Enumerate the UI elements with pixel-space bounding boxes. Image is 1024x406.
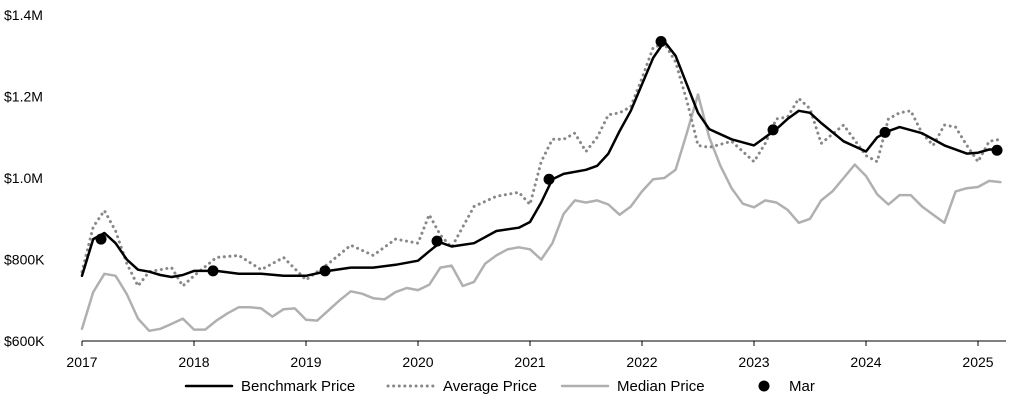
y-tick-label: $800K [4,252,45,268]
y-tick-label: $1.2M [4,89,43,105]
march-marker-point [991,144,1003,156]
march-marker-point [95,233,107,245]
x-tick-label: 2023 [738,354,769,370]
march-marker-point [207,265,219,277]
legend-label-average-price: Average Price [443,378,537,395]
march-marker-point [543,173,555,185]
march-marker-point [655,35,667,47]
axes: 2017 2018 2019 2020 2021 2022 2023 2024 2025 $600… [4,7,1006,370]
median-price-line [80,93,1002,333]
legend-label-benchmark-price: Benchmark Price [241,378,355,395]
x-tick-label: 2022 [626,354,657,370]
x-tick-label: 2019 [290,354,321,370]
legend-label-median-price: Median Price [617,378,705,395]
x-tick-label: 2020 [402,354,433,370]
x-tick-label: 2025 [962,354,993,370]
x-tick-label: 2021 [514,354,545,370]
plot-lines [80,40,1002,333]
y-tick-label: $600K [4,333,45,349]
legend-swatch-mar [758,380,770,392]
average-price-line [80,42,1002,288]
march-marker-point [319,265,331,277]
x-tick-label: 2024 [850,354,881,370]
march-marker-point [431,235,443,247]
y-tick-label: $1.0M [4,170,43,186]
march-marker-point [767,124,779,136]
march-markers [95,35,1003,277]
y-tick-label: $1.4M [4,7,43,23]
legend-label-mar: Mar [789,378,815,395]
benchmark-price-line [80,40,1002,279]
x-tick-label: 2017 [66,354,97,370]
legend: Benchmark Price Average Price Median Price… [184,378,815,395]
march-marker-point [879,126,891,138]
x-tick-label: 2018 [178,354,209,370]
